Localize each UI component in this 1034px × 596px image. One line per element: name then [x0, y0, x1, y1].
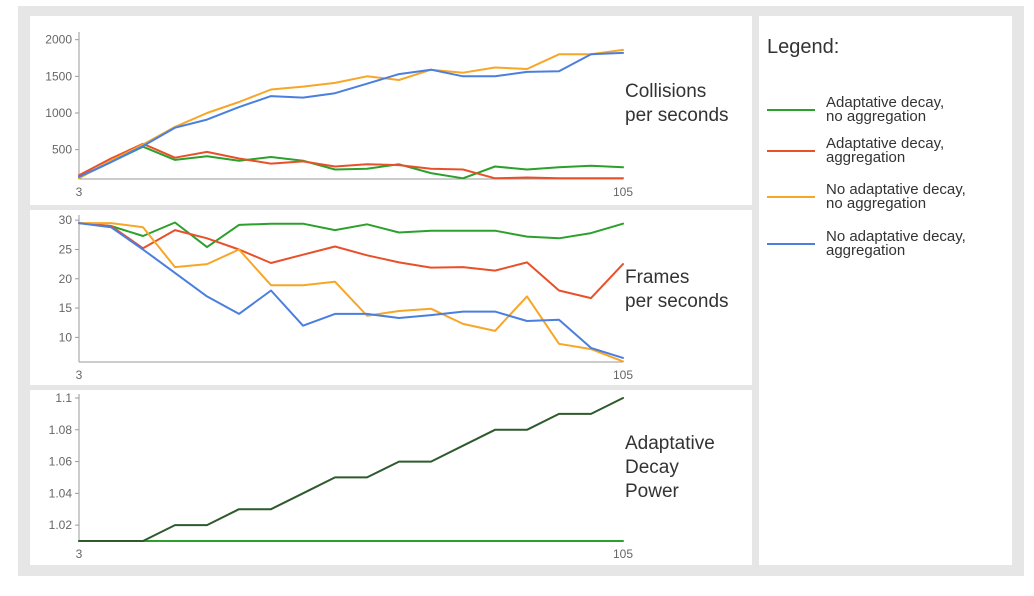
- y-tick-label: 30: [59, 213, 73, 227]
- y-tick-label: 25: [59, 242, 73, 256]
- legend-label: Adaptative decay, no aggregation: [826, 94, 945, 125]
- series-line-2: [78, 222, 624, 363]
- power-panel: 1.02 1.04 1.06 1.08 1.1 3 105 Adaptative Decay…: [30, 390, 752, 565]
- legend-swatch: [767, 109, 815, 111]
- legend-panel: Legend: Adaptative decay, no aggregation…: [759, 16, 1012, 565]
- x-tick-label-first: 3: [76, 547, 83, 561]
- power-chart-title: Adaptative Decay Power: [625, 433, 715, 502]
- legend-label: No adaptative decay, no aggregation: [826, 181, 966, 212]
- series-line-0: [78, 221, 624, 249]
- y-tick-label: 1.06: [49, 455, 73, 469]
- y-tick-label: 1.02: [49, 518, 73, 532]
- x-tick-label-last: 105: [613, 185, 633, 199]
- legend-swatch: [767, 196, 815, 198]
- collisions-chart-title: Collisions per seconds: [625, 81, 729, 126]
- y-tick-label: 1500: [45, 69, 72, 83]
- y-tick-label: 1.04: [49, 486, 73, 500]
- legend-item-adaptative-aggregation: Adaptative decay, aggregation: [767, 135, 1012, 177]
- series-line-1: [78, 397, 624, 542]
- legend-label: No adaptative decay, aggregation: [826, 228, 966, 259]
- legend-title: Legend:: [767, 36, 840, 58]
- x-tick-label-last: 105: [613, 368, 633, 382]
- y-tick-label: 10: [59, 330, 73, 344]
- series-line-2: [78, 48, 624, 180]
- legend-item-no-adaptative-aggregation: No adaptative decay, aggregation: [767, 228, 1012, 270]
- y-tick-label: 1.1: [55, 391, 72, 405]
- collisions-panel: 500 1000 1500 2000 3 105 Collisions per secon…: [30, 16, 752, 205]
- series-line-1: [78, 142, 624, 180]
- y-tick-label: 20: [59, 272, 73, 286]
- legend-label: Adaptative decay, aggregation: [826, 135, 945, 166]
- legend-swatch: [767, 243, 815, 245]
- power-chart: 1.02 1.04 1.06 1.08 1.1 3 105: [49, 391, 634, 561]
- y-tick-label: 500: [52, 143, 72, 157]
- y-tick-label: 1000: [45, 106, 72, 120]
- y-tick-label: 15: [59, 301, 73, 315]
- collisions-chart: 500 1000 1500 2000 3 105: [45, 32, 633, 199]
- fps-chart-title: Frames per seconds: [625, 267, 729, 312]
- legend-item-adaptative-no-aggregation: Adaptative decay, no aggregation: [767, 94, 1012, 136]
- fps-panel: 10 15 20 25 30 3 105 Frames per seconds: [30, 210, 752, 385]
- series-line-3: [78, 222, 624, 359]
- legend-swatch: [767, 150, 815, 152]
- series-line-0: [78, 145, 624, 180]
- series-line-3: [78, 51, 624, 178]
- legend-item-no-adaptative-no-aggregation: No adaptative decay, no aggregation: [767, 181, 1012, 223]
- y-tick-label: 2000: [45, 33, 72, 47]
- x-tick-label-first: 3: [76, 368, 83, 382]
- x-tick-label-last: 105: [613, 547, 633, 561]
- x-tick-label-first: 3: [76, 185, 83, 199]
- series-line-1: [78, 222, 624, 300]
- y-tick-label: 1.08: [49, 423, 73, 437]
- fps-chart: 10 15 20 25 30 3 105: [59, 213, 634, 382]
